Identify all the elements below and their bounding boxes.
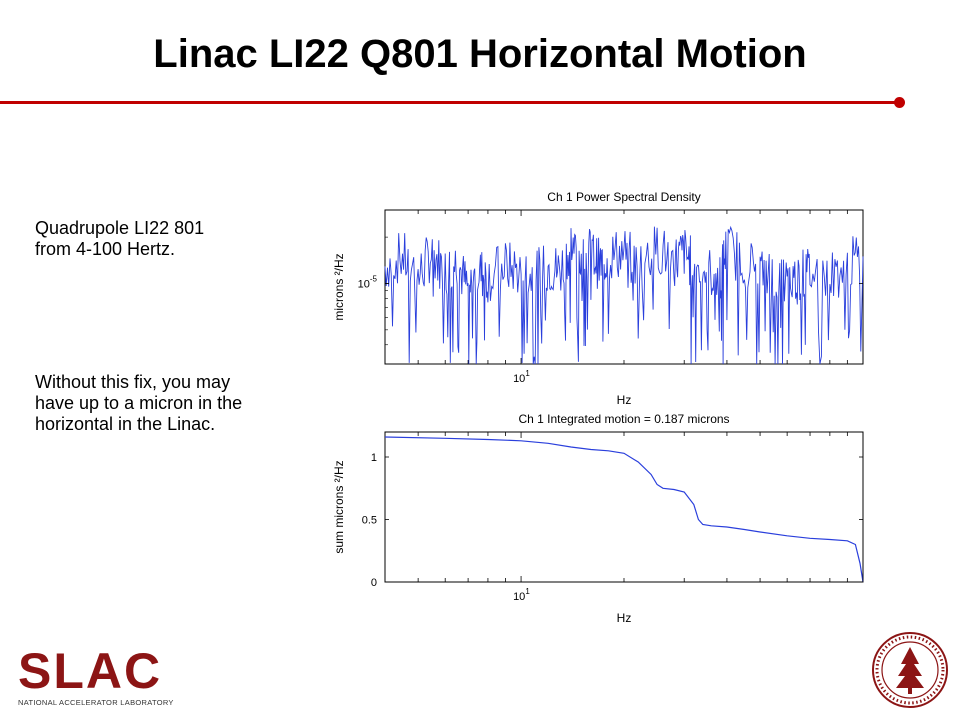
title-underline-dot — [894, 97, 905, 108]
x-axis-label: Hz — [617, 611, 632, 625]
x-axis-label: Hz — [617, 393, 632, 407]
series-line — [384, 436, 864, 583]
stanford-seal-icon — [872, 632, 948, 708]
text-line: Quadrupole LI22 801 — [35, 218, 205, 238]
text-line: Without this fix, you may — [35, 372, 231, 392]
text-line: horizontal in the Linac. — [35, 414, 216, 434]
y-tick-label: 10-5 — [358, 274, 378, 290]
text-line: have up to a micron in the — [35, 393, 243, 413]
slide-title: Linac LI22 Q801 Horizontal Motion — [153, 32, 807, 76]
y-tick-label: 1 — [371, 452, 377, 464]
text-line: from 4-100 Hertz. — [35, 239, 176, 259]
logo-subtitle: NATIONAL ACCELERATOR LABORATORY — [18, 698, 174, 707]
chart-title: Ch 1 Power Spectral Density — [547, 190, 700, 204]
chart-title: Ch 1 Integrated motion = 0.187 microns — [518, 412, 729, 426]
y-axis-label: microns ²/Hz — [332, 253, 346, 320]
y-axis-label: sum microns ²/Hz — [332, 460, 346, 553]
chart-2: Ch 1 Integrated motion = 0.187 microns10… — [332, 412, 864, 625]
series-line — [384, 225, 864, 365]
logo-word: SLAC — [18, 643, 163, 699]
y-tick-label: 0.5 — [362, 515, 377, 527]
text-block-quadrupole: Quadrupole LI22 801 from 4-100 Hertz. — [35, 218, 204, 260]
slac-logo: SLAC NATIONAL ACCELERATOR LABORATORY — [18, 646, 178, 707]
x-tick-label: 101 — [513, 369, 530, 385]
text-block-fix: Without this fix, you may have up to a m… — [35, 372, 242, 435]
plot-frame — [384, 431, 864, 583]
x-tick-label: 101 — [513, 587, 530, 603]
y-tick-label: 0 — [371, 577, 377, 589]
title-underline — [0, 101, 898, 104]
chart-1: Ch 1 Power Spectral Density 101 10-5 Hz micr… — [332, 190, 864, 407]
